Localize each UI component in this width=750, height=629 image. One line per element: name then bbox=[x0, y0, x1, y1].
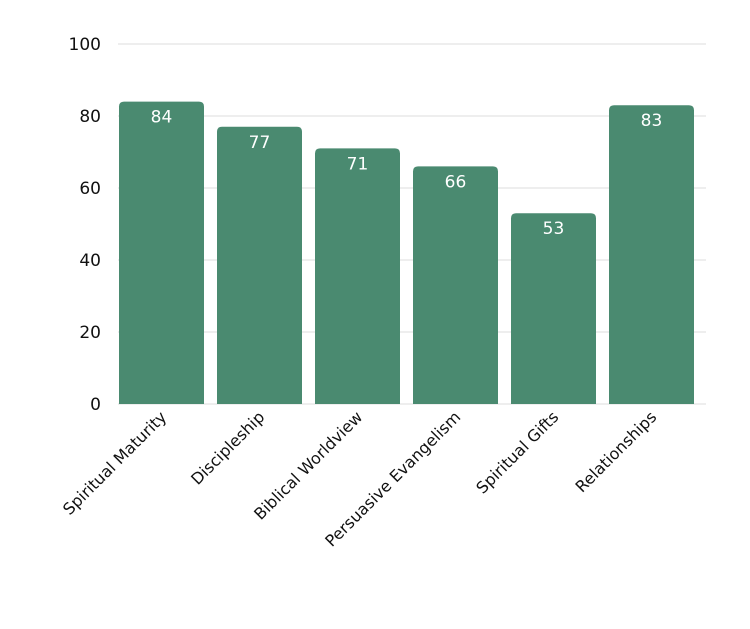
x-category-label: Biblical Worldview bbox=[250, 407, 366, 523]
y-tick-label: 0 bbox=[90, 395, 101, 415]
data-label: 77 bbox=[249, 133, 271, 153]
x-category-label: Spiritual Gifts bbox=[472, 407, 562, 497]
data-label: 53 bbox=[543, 219, 565, 239]
data-label: 84 bbox=[151, 108, 173, 128]
y-tick-label: 80 bbox=[79, 107, 101, 127]
bar bbox=[609, 105, 694, 404]
y-tick-label: 40 bbox=[79, 251, 101, 271]
x-category-label: Spiritual Maturity bbox=[59, 407, 170, 518]
data-label: 66 bbox=[445, 172, 467, 192]
data-label: 71 bbox=[347, 154, 369, 174]
bar bbox=[315, 148, 400, 404]
bar bbox=[119, 101, 204, 404]
gridlines bbox=[118, 43, 706, 405]
y-tick-label: 100 bbox=[69, 35, 101, 55]
data-label: 83 bbox=[641, 111, 663, 131]
y-tick-label: 20 bbox=[79, 323, 101, 343]
bar bbox=[511, 213, 596, 404]
x-category-label: Discipleship bbox=[187, 407, 268, 488]
y-tick-label: 60 bbox=[79, 179, 101, 199]
x-category-label: Relationships bbox=[572, 407, 661, 496]
data-labels: 84 77 71 66 53 83 bbox=[151, 108, 663, 240]
bar bbox=[217, 126, 302, 405]
bars bbox=[119, 101, 694, 405]
bar bbox=[413, 166, 498, 404]
y-axis-ticks: 0 20 40 60 80 100 bbox=[69, 35, 101, 415]
